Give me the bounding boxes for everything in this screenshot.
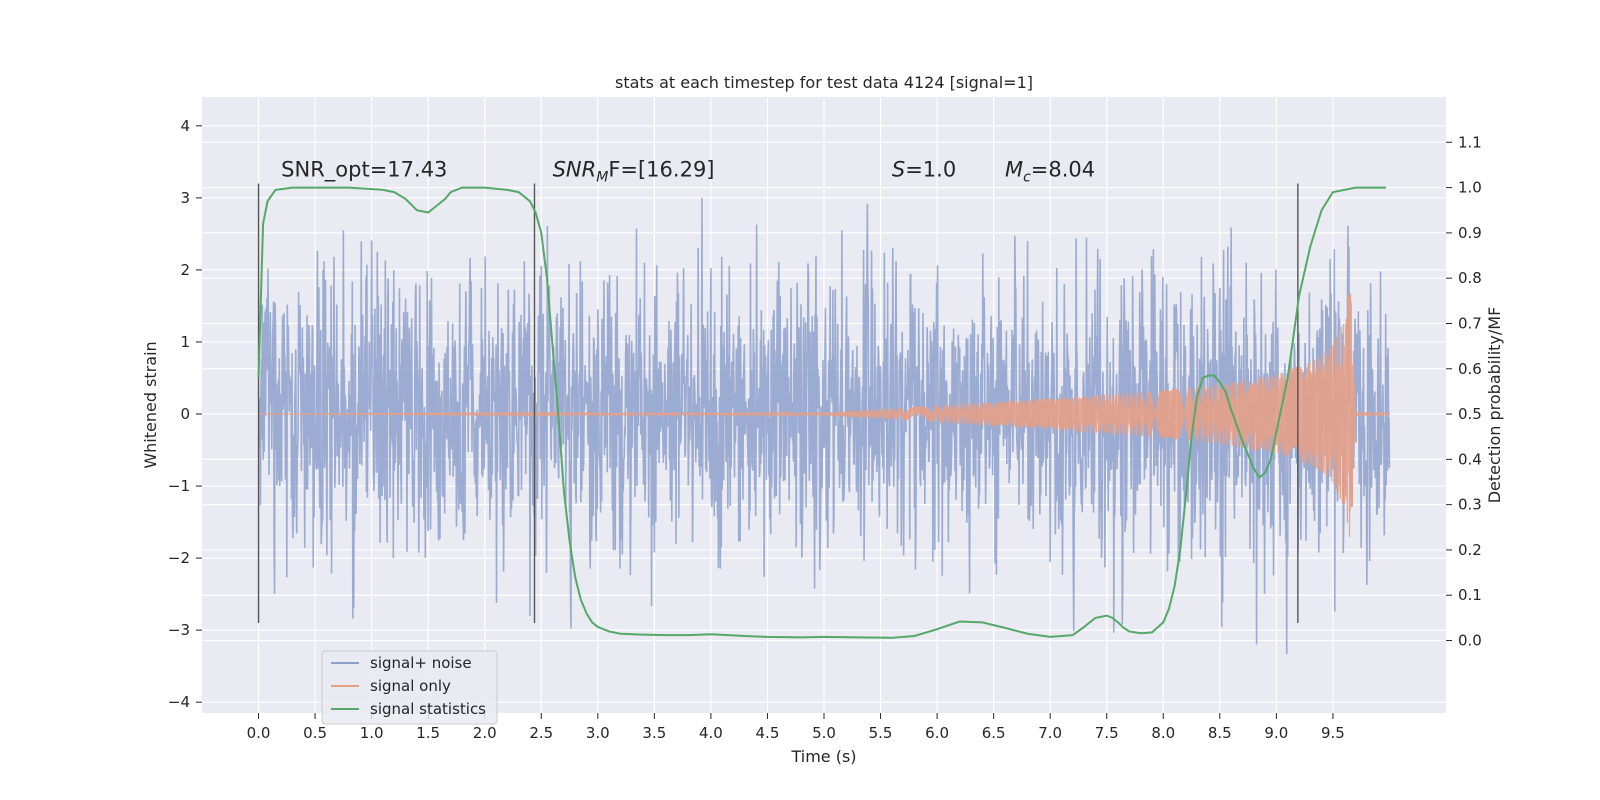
legend-label-signal-statistics: signal statistics <box>370 700 486 718</box>
x-tick-label-18: 9.0 <box>1264 724 1288 742</box>
y2-tick-label-4: 0.4 <box>1458 450 1482 468</box>
x-tick-label-13: 6.5 <box>982 724 1006 742</box>
annotation-snr-mf-prefix: SNR <box>553 157 597 181</box>
annotation-mc: Mc=8.04 <box>1005 157 1095 185</box>
x-tick-label-19: 9.5 <box>1321 724 1345 742</box>
annotation-mc-sub: c <box>1023 169 1031 185</box>
y2-tick-label-1: 0.1 <box>1458 586 1482 604</box>
signal-trace <box>258 293 1391 537</box>
y-tick-label-3: −1 <box>168 477 190 495</box>
x-tick-label-1: 0.5 <box>303 724 327 742</box>
annotation-snr-mf: SNRMF=[16.29] <box>553 157 715 185</box>
x-tick-label-5: 2.5 <box>529 724 553 742</box>
x-tick-label-0: 0.0 <box>247 724 271 742</box>
x-tick-label-16: 8.0 <box>1151 724 1175 742</box>
legend-label-signal-only: signal only <box>370 677 451 695</box>
annotation-s-prefix: S <box>892 157 905 181</box>
legend: signal+ noise signal only signal statist… <box>321 650 498 725</box>
y2-tick-label-0: 0.0 <box>1458 632 1482 650</box>
x-tick-label-17: 8.5 <box>1208 724 1232 742</box>
x-tick-label-7: 3.5 <box>642 724 666 742</box>
annotation-mc-prefix: M <box>1005 157 1023 181</box>
y-tick-label-0: −4 <box>168 693 190 711</box>
x-tick-label-9: 4.5 <box>756 724 780 742</box>
annotation-snr-mf-sub: M <box>596 169 608 185</box>
annotation-snr-mf-suffix: F=[16.29] <box>608 157 714 181</box>
y-tick-label-1: −3 <box>168 621 190 639</box>
series-signal-statistics <box>257 186 1387 639</box>
y2-tick-label-9: 0.9 <box>1458 224 1482 242</box>
y2-tick-label-5: 0.5 <box>1458 405 1482 423</box>
annotation-s: S=1.0 <box>892 157 956 181</box>
y2-tick-label-7: 0.7 <box>1458 314 1482 332</box>
y-tick-label-2: −2 <box>168 549 190 567</box>
legend-label-signal-noise: signal+ noise <box>370 654 472 672</box>
x-tick-label-8: 4.0 <box>699 724 723 742</box>
y2-tick-label-8: 0.8 <box>1458 269 1482 287</box>
y2-tick-label-6: 0.6 <box>1458 360 1482 378</box>
y2-axis-label: Detection probability/MF <box>1485 307 1504 504</box>
x-axis-label: Time (s) <box>790 747 856 766</box>
annotation-s-suffix: =1.0 <box>905 157 956 181</box>
stats-line <box>257 186 1387 639</box>
y-axis-label: Whitened strain <box>141 341 160 468</box>
y-tick-label-8: 4 <box>180 117 190 135</box>
y2-tick-label-10: 1.0 <box>1458 179 1482 197</box>
y2-tick-label-3: 0.3 <box>1458 496 1482 514</box>
x-tick-label-2: 1.0 <box>360 724 384 742</box>
axis-ticks: 0.0 0.5 1.0 1.5 2.0 2.5 3.0 3.5 4.0 4.5 5.0 5.5 6.0 6… <box>168 117 1482 742</box>
x-tick-label-10: 5.0 <box>812 724 836 742</box>
vertical-markers <box>257 183 1299 623</box>
legend-box <box>321 650 498 725</box>
x-tick-label-4: 2.0 <box>473 724 497 742</box>
chart-title: stats at each timestep for test data 412… <box>615 73 1033 92</box>
y2-tick-label-2: 0.2 <box>1458 541 1482 559</box>
x-tick-label-12: 6.0 <box>925 724 949 742</box>
x-tick-label-6: 3.0 <box>586 724 610 742</box>
y-tick-label-5: 1 <box>180 333 190 351</box>
noise-trace <box>257 197 1391 655</box>
y2-tick-label-11: 1.1 <box>1458 133 1482 151</box>
x-tick-label-15: 7.5 <box>1095 724 1119 742</box>
y-tick-label-6: 2 <box>180 261 190 279</box>
annotation-mc-suffix: =8.04 <box>1031 157 1095 181</box>
x-tick-label-3: 1.5 <box>416 724 440 742</box>
x-tick-label-11: 5.5 <box>869 724 893 742</box>
series-signal-noise <box>257 197 1391 655</box>
y-tick-label-4: 0 <box>180 405 190 423</box>
x-tick-label-14: 7.0 <box>1038 724 1062 742</box>
y-tick-label-7: 3 <box>180 189 190 207</box>
annotation-snr-opt: SNR_opt=17.43 <box>281 157 447 182</box>
series-signal-only <box>258 293 1391 537</box>
